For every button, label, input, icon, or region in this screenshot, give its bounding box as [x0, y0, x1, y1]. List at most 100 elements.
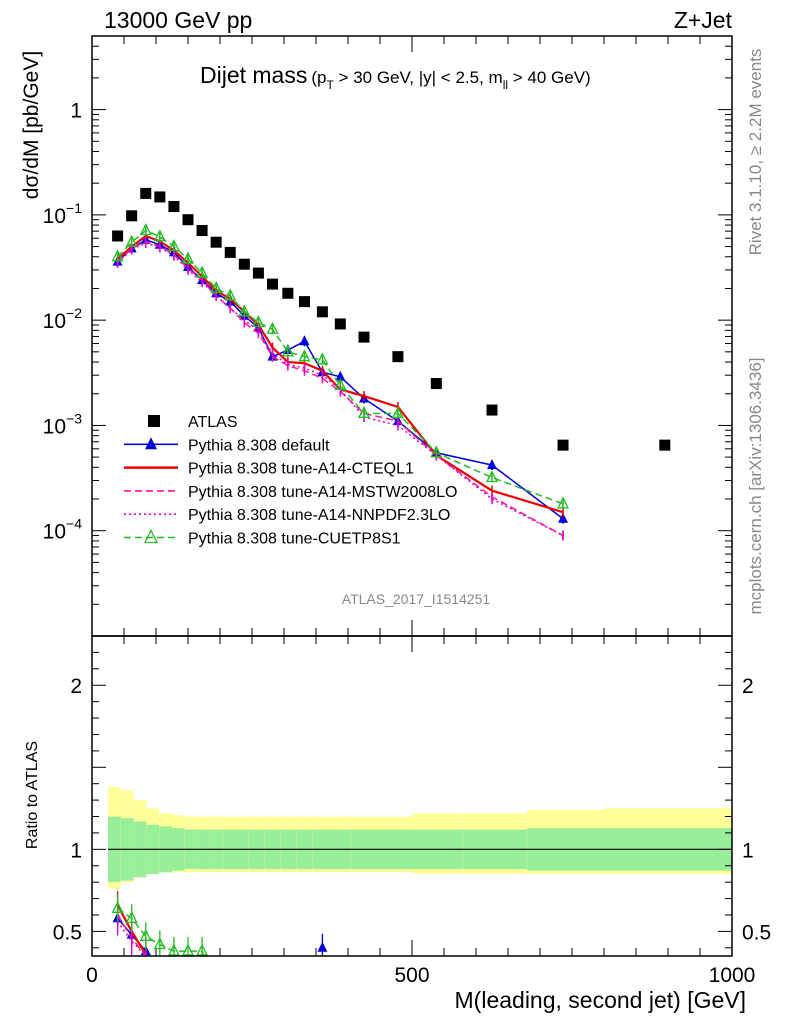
main-data-marks: [111, 187, 671, 541]
atlas-data-point: [266, 278, 278, 290]
atlas-data-point: [316, 306, 328, 318]
main-axis-ticks: 10−4 10−3 10−2 10−1 1 0 500 1000: [43, 35, 756, 987]
chart-title-main: Dijet mass: [200, 62, 307, 88]
atlas-data-point: [358, 331, 370, 343]
header-left-label: 13000 GeV pp: [104, 7, 252, 33]
y-tick-label: 10−2: [43, 305, 83, 333]
atlas-data-point: [112, 230, 124, 242]
ratio-bands: [108, 786, 732, 889]
ratio-marker: [196, 943, 209, 956]
ratio-marker: [317, 941, 328, 952]
atlas-data-point: [182, 214, 194, 226]
series-marker: [167, 239, 180, 252]
ratio-tick-label-right: 2: [742, 675, 754, 698]
series-marker: [298, 349, 311, 362]
series-marker: [281, 344, 294, 357]
ratio-tick-label: 0.5: [53, 921, 82, 944]
legend-label: Pythia 8.308 tune-A14-MSTW2008LO: [188, 484, 457, 501]
series-marker: [125, 234, 138, 247]
atlas-data-point: [392, 351, 404, 363]
series-marker: [334, 377, 347, 391]
atlas-data-point: [282, 287, 294, 299]
series-marker: [299, 335, 310, 346]
ratio-tick-label: 2: [70, 675, 82, 698]
ratio-marker: [139, 928, 152, 941]
ratio-series-line: [116, 914, 147, 956]
x-tick-label: 500: [394, 964, 429, 987]
atlas-data-point: [224, 246, 236, 258]
ratio-marker: [111, 900, 124, 914]
ratio-marker: [181, 943, 195, 956]
ratio-tick-label-right: 1: [742, 839, 754, 862]
ratio-y-axis-label: Ratio to ATLAS: [24, 741, 41, 849]
y-tick-label: 10−4: [43, 516, 83, 544]
series-marker: [558, 512, 569, 523]
series-marker: [111, 249, 124, 262]
legend: ATLAS Pythia 8.308 default Pythia 8.308 tu…: [124, 414, 457, 548]
series-line: [117, 242, 564, 537]
x-tick-label: 1000: [709, 964, 756, 987]
series-marker: [224, 288, 237, 301]
atlas-data-point: [334, 318, 346, 330]
series-marker: [266, 321, 279, 334]
chart-title: Dijet mass (pT > 30 GeV, |y| < 2.5, mll >…: [200, 62, 591, 92]
series-marker: [357, 405, 371, 419]
legend-marker: [148, 415, 160, 427]
x-tick-label: 0: [86, 964, 98, 987]
atlas-data-point: [659, 439, 671, 451]
rivet-label: Rivet 3.1.10, ≥ 2.2M events: [746, 49, 765, 256]
atlas-data-point: [298, 296, 310, 308]
legend-marker: [145, 437, 157, 450]
series-marker: [196, 265, 209, 278]
y-tick-label: 1: [70, 100, 82, 123]
series-marker: [252, 315, 265, 328]
ratio-series-line: [116, 904, 148, 956]
atlas-data-point: [126, 210, 138, 222]
legend-marker: [143, 529, 159, 544]
ratio-series-group: [111, 891, 328, 956]
legend-label: Pythia 8.308 default: [188, 437, 330, 454]
series-marker: [238, 304, 251, 317]
legend-label: ATLAS: [188, 414, 238, 431]
y-tick-label: 10−1: [43, 200, 83, 228]
series-marker: [316, 352, 329, 365]
ratio-tick-label-right: 0.5: [742, 921, 771, 944]
ratio-plot-frame: [91, 635, 733, 957]
atlas-data-point: [154, 191, 166, 203]
series-marker: [391, 405, 404, 419]
series-marker: [430, 445, 443, 458]
series-marker: [181, 251, 195, 264]
atlas-data-point: [140, 187, 152, 199]
header-right-label: Z+Jet: [674, 7, 733, 33]
ratio-marker: [153, 937, 166, 950]
ratio-marker: [125, 910, 138, 923]
x-axis-label: M(leading, second jet) [GeV]: [455, 987, 746, 1013]
legend-label: Pythia 8.308 tune-CUETP8S1: [188, 531, 401, 548]
atlas-data-point: [252, 267, 264, 279]
atlas-data-point: [486, 404, 498, 416]
atlas-data-point: [557, 439, 569, 451]
series-marker: [335, 370, 346, 381]
y-axis-label: dσ/dM [pb/GeV]: [20, 51, 43, 199]
series-marker: [153, 229, 166, 242]
ratio-data-marks: [111, 891, 328, 956]
ratio-series-line: [116, 921, 147, 956]
legend-label: Pythia 8.308 tune-A14-NNPDF2.3LO: [188, 507, 450, 524]
atlas-data-point: [210, 236, 222, 248]
mcplots-label: mcplots.cern.ch [arXiv:1306.3436]: [746, 357, 765, 614]
ratio-axis-ticks: 0.5 0.5 1 1 2 2: [53, 651, 771, 949]
atlas-data-point: [238, 258, 250, 270]
atlas-data-point: [196, 225, 208, 237]
legend-label: Pythia 8.308 tune-A14-CTEQL1: [188, 461, 414, 478]
atlas-data-point: [430, 378, 442, 390]
ratio-tick-label: 1: [70, 839, 82, 862]
series-marker: [139, 223, 152, 236]
series-marker: [487, 459, 497, 470]
analysis-id: ATLAS_2017_I1514251: [342, 591, 491, 607]
series-marker: [485, 470, 499, 483]
series-marker: [210, 281, 223, 294]
atlas-data-point: [168, 201, 180, 213]
plot-frames: [91, 35, 733, 957]
series-marker: [556, 496, 570, 509]
